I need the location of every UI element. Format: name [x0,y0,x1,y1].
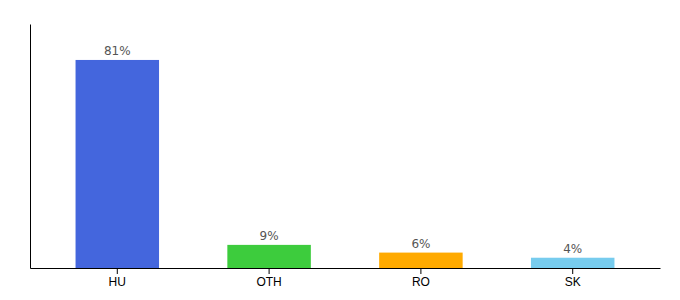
x-tick: RO [412,268,430,289]
chart: HU OTH RO SK 81% 9% 6% 4% [0,0,680,300]
x-tick-label: HU [109,275,126,289]
x-axis: HU OTH RO SK [31,268,661,289]
x-tick-mark [572,268,573,274]
x-tick-mark [117,268,118,274]
x-tick-label: OTH [256,275,281,289]
x-tick: OTH [256,268,281,289]
x-tick-mark [420,268,421,274]
x-tick-label: SK [565,275,581,289]
x-tick-mark [269,268,270,274]
bar [531,258,614,268]
x-axis-line [31,268,661,269]
x-tick: SK [565,268,581,289]
data-label: 6% [411,237,430,251]
x-tick: HU [109,268,126,289]
bar [379,253,462,268]
bar [76,60,159,268]
y-axis-line [30,25,31,269]
bar [227,245,310,268]
data-labels: 81% 9% 6% 4% [104,44,582,256]
bars [76,60,615,268]
data-label: 81% [104,44,131,58]
y-axis [30,25,31,269]
data-label: 9% [260,229,279,243]
plot: HU OTH RO SK 81% 9% 6% 4% [31,25,661,289]
x-tick-label: RO [412,275,430,289]
data-label: 4% [563,242,582,256]
